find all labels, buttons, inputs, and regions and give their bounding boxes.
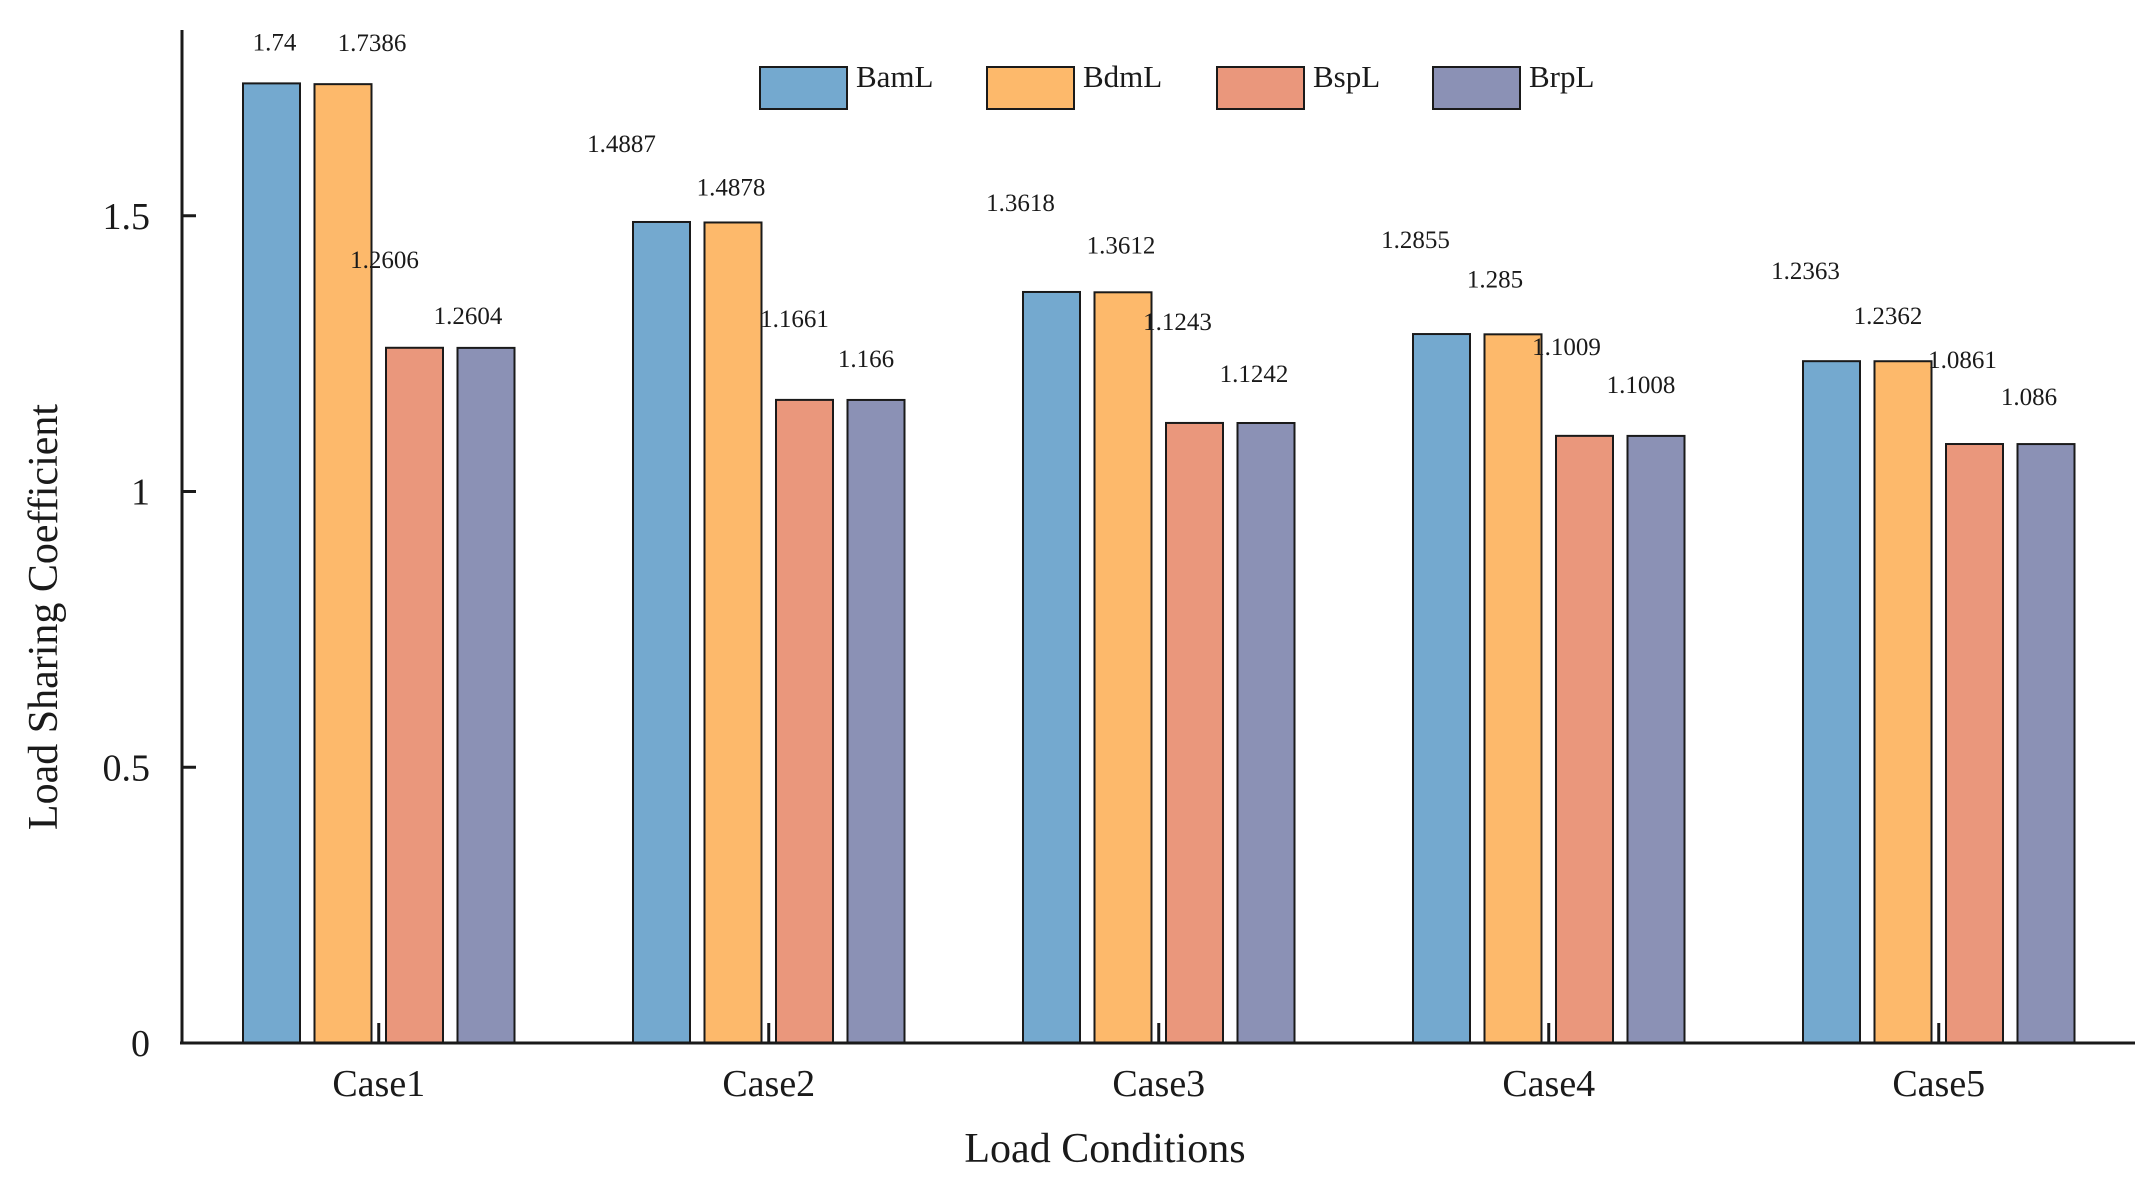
bar-BamL-Case3 — [1022, 290, 1081, 1044]
x-tick-label-Case1: Case1 — [332, 1063, 425, 1105]
bar-BdmL-Case4 — [1483, 333, 1543, 1044]
data-label-BdmL-Case3: 1.3612 — [1087, 232, 1156, 259]
bar-BspL-Case3 — [1165, 421, 1224, 1044]
data-label-BamL-Case5: 1.2363 — [1771, 258, 1840, 285]
y-tick-label: 1 — [131, 472, 150, 514]
data-label-BspL-Case5: 1.0861 — [1928, 347, 1997, 374]
legend: BamL BdmL BspL BrpL — [759, 59, 1594, 110]
bars-group — [242, 82, 2076, 1045]
bar-BspL-Case2 — [775, 398, 834, 1044]
bar-BrpL-Case1 — [456, 346, 516, 1044]
data-labels-group: 1.74 1.73861.26061.26041.48871.48781.1661… — [253, 29, 2058, 411]
data-label-BrpL-Case4: 1.1008 — [1607, 372, 1676, 399]
x-tick-label-Case4: Case4 — [1502, 1063, 1595, 1105]
legend-label-BdmL: BdmL — [1083, 59, 1162, 94]
data-label-BdmL-Case4: 1.285 — [1467, 266, 1523, 293]
legend-label-BamL: BamL — [856, 59, 934, 94]
bar-BdmL-Case2 — [703, 221, 763, 1045]
bar-BamL-Case5 — [1802, 360, 1861, 1044]
x-tick-label-Case5: Case5 — [1892, 1063, 1985, 1105]
legend-swatch-BamL — [759, 66, 848, 110]
bar-BdmL-Case3 — [1093, 291, 1153, 1044]
y-ticks-group: 0 0.5 1 1.5 — [103, 196, 196, 1065]
legend-label-BspL: BspL — [1313, 59, 1380, 94]
data-label-BspL-Case1: 1.2606 — [350, 247, 419, 274]
data-label-BspL-Case4: 1.1009 — [1532, 334, 1601, 361]
data-label-BdmL-Case5: 1.2362 — [1854, 303, 1923, 330]
bar-BamL-Case2 — [632, 220, 691, 1045]
x-tick-label-Case2: Case2 — [722, 1063, 815, 1105]
legend-swatch-BspL — [1216, 66, 1305, 110]
legend-swatch-BrpL — [1432, 66, 1521, 110]
data-label-BdmL-Case1: 1.7386 — [338, 30, 407, 57]
bar-BrpL-Case2 — [846, 398, 906, 1044]
y-axis-title: Load Sharing Coefficient — [21, 404, 67, 830]
data-label-BspL-Case3: 1.1243 — [1143, 309, 1212, 336]
data-label-BamL-Case2: 1.4887 — [587, 131, 656, 158]
legend-swatch-BdmL — [986, 66, 1075, 110]
data-label-BrpL-Case5: 1.086 — [2001, 384, 2057, 411]
data-label-BrpL-Case1: 1.2604 — [434, 303, 503, 330]
bar-BdmL-Case1 — [313, 83, 373, 1044]
data-label-BrpL-Case2: 1.166 — [838, 346, 894, 373]
bar-BspL-Case4 — [1555, 434, 1614, 1044]
y-tick-label: 0.5 — [103, 747, 151, 789]
data-label-BdmL-Case2: 1.4878 — [697, 174, 766, 201]
bar-BamL-Case4 — [1412, 333, 1471, 1044]
legend-label-BrpL: BrpL — [1529, 59, 1594, 94]
bar-BrpL-Case4 — [1626, 434, 1686, 1044]
data-label-BrpL-Case3: 1.1242 — [1220, 361, 1289, 388]
y-tick-label: 0 — [131, 1023, 150, 1065]
bar-BspL-Case5 — [1945, 443, 2004, 1044]
bar-BrpL-Case3 — [1236, 422, 1296, 1044]
x-tick-label-Case3: Case3 — [1112, 1063, 1205, 1105]
y-tick-label: 1.5 — [103, 196, 151, 238]
bar-BrpL-Case5 — [2016, 443, 2076, 1045]
x-ticks-group: Case1 Case2 Case3 Case4 Case5 — [332, 1023, 1985, 1105]
bar-BdmL-Case5 — [1873, 360, 1933, 1044]
bar-BamL-Case1 — [242, 82, 301, 1044]
data-label-BamL-Case4: 1.2855 — [1381, 227, 1450, 254]
data-label-BamL-Case3: 1.3618 — [986, 190, 1055, 217]
data-label-BamL-Case1: 1.74 — [253, 29, 297, 56]
x-axis-title: Load Conditions — [964, 1126, 1245, 1172]
data-label-BspL-Case2: 1.1661 — [760, 306, 829, 333]
bar-BspL-Case1 — [385, 346, 444, 1044]
